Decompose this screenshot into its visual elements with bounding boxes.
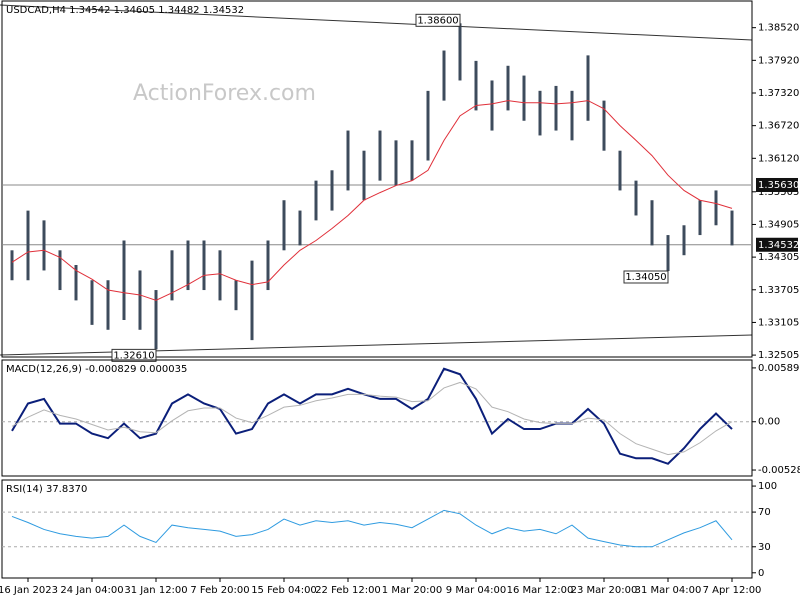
annotation-box — [111, 348, 157, 362]
x-tick-label: 24 Jan 04:00 — [60, 585, 123, 596]
x-tick-label: 22 Feb 12:00 — [315, 585, 381, 596]
series-line — [11, 381, 733, 456]
trend-line — [0, 4, 753, 41]
y-tick-label: 1.33105 — [758, 317, 799, 328]
x-tick-label: 23 Mar 20:00 — [571, 585, 638, 596]
y-tick-label: 70 — [758, 507, 771, 518]
annotation-label: 1.38600 — [417, 15, 458, 26]
y-tick-label: 1.33705 — [758, 285, 799, 296]
y-tick-label: 1.32505 — [758, 350, 799, 361]
panel-title: MACD(12,26,9) -0.000829 0.000035 — [6, 364, 187, 375]
series-line — [11, 367, 733, 465]
annotation-label: 1.32610 — [113, 350, 154, 361]
annotation-box — [623, 270, 669, 284]
y-tick-label: 100 — [758, 481, 777, 492]
y-tick-label: 1.36720 — [758, 121, 799, 132]
panel-title: USDCAD,H4 1.34542 1.34605 1.34482 1.3453… — [6, 5, 244, 16]
series-line — [11, 509, 733, 548]
x-tick-label: 31 Jan 12:00 — [124, 585, 187, 596]
y-tick-label: 1.35505 — [758, 187, 799, 198]
panel-frame — [1, 359, 753, 477]
panel-frame — [1, 479, 753, 579]
y-tick-label: 1.34905 — [758, 219, 799, 230]
level-label-box — [756, 237, 798, 252]
x-tick-label: 7 Feb 20:00 — [190, 585, 249, 596]
y-tick-label: 1.36120 — [758, 153, 799, 164]
x-tick-label: 16 Jan 2023 — [0, 585, 58, 596]
y-tick-label: -0.005286 — [758, 465, 800, 476]
x-tick-label: 31 Mar 04:00 — [635, 585, 702, 596]
y-tick-label: 1.37920 — [758, 55, 799, 66]
annotation-box — [415, 13, 461, 27]
x-tick-label: 1 Mar 20:00 — [382, 585, 442, 596]
y-tick-label: 1.34305 — [758, 252, 799, 263]
x-tick-label: 15 Feb 04:00 — [251, 585, 317, 596]
panel-title: RSI(14) 37.8370 — [6, 484, 87, 495]
x-tick-label: 9 Mar 04:00 — [446, 585, 506, 596]
level-label: 1.35630 — [758, 180, 799, 191]
y-tick-label: 0.005895 — [758, 363, 800, 374]
x-tick-label: 7 Apr 12:00 — [703, 585, 762, 596]
x-tick-label: 16 Mar 12:00 — [507, 585, 574, 596]
series-line — [11, 100, 733, 301]
y-tick-label: 0.00 — [758, 417, 780, 428]
y-tick-label: 0 — [758, 568, 764, 579]
y-tick-label: 1.38520 — [758, 23, 799, 34]
panel-frame — [1, 0, 753, 358]
annotation-label: 1.34050 — [625, 272, 666, 283]
y-tick-label: 1.37320 — [758, 88, 799, 99]
watermark: ActionForex.com — [133, 81, 316, 106]
level-label-box — [756, 177, 798, 192]
y-tick-label: 30 — [758, 542, 771, 553]
level-label: 1.34532 — [758, 240, 799, 251]
